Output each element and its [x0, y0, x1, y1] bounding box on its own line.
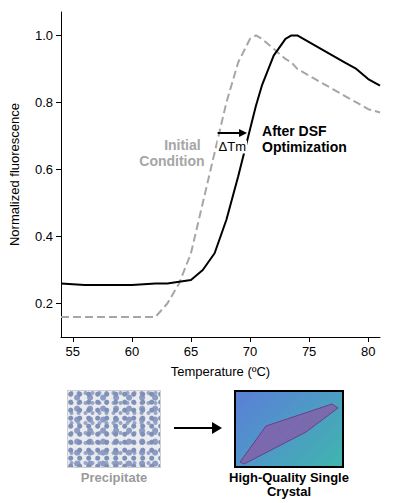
- svg-text:80: 80: [361, 344, 375, 359]
- svg-text:65: 65: [184, 344, 198, 359]
- svg-text:0.6: 0.6: [35, 162, 53, 177]
- svg-text:Temperature (ºC): Temperature (ºC): [171, 364, 270, 379]
- svg-text:After DSF: After DSF: [262, 123, 330, 139]
- svg-text:0.8: 0.8: [35, 95, 53, 110]
- svg-text:Initial: Initial: [164, 137, 204, 153]
- svg-text:Condition: Condition: [139, 153, 204, 169]
- html-text:High-Quality Single Crystal: High-Quality Single Crystal: [229, 470, 349, 499]
- svg-text:55: 55: [66, 344, 80, 359]
- svg-text:70: 70: [243, 344, 257, 359]
- html-text:Precipitate: Precipitate: [80, 470, 148, 485]
- svg-text:75: 75: [302, 344, 316, 359]
- svg-text:1.0: 1.0: [35, 28, 53, 43]
- svg-text:0.4: 0.4: [35, 229, 53, 244]
- svg-text:60: 60: [125, 344, 139, 359]
- svg-text:Optimization: Optimization: [262, 139, 347, 155]
- svg-text:Normalized fluorescence: Normalized fluorescence: [7, 103, 22, 246]
- svg-text:0.2: 0.2: [35, 296, 53, 311]
- svg-text:ΔTm: ΔTm: [219, 139, 246, 154]
